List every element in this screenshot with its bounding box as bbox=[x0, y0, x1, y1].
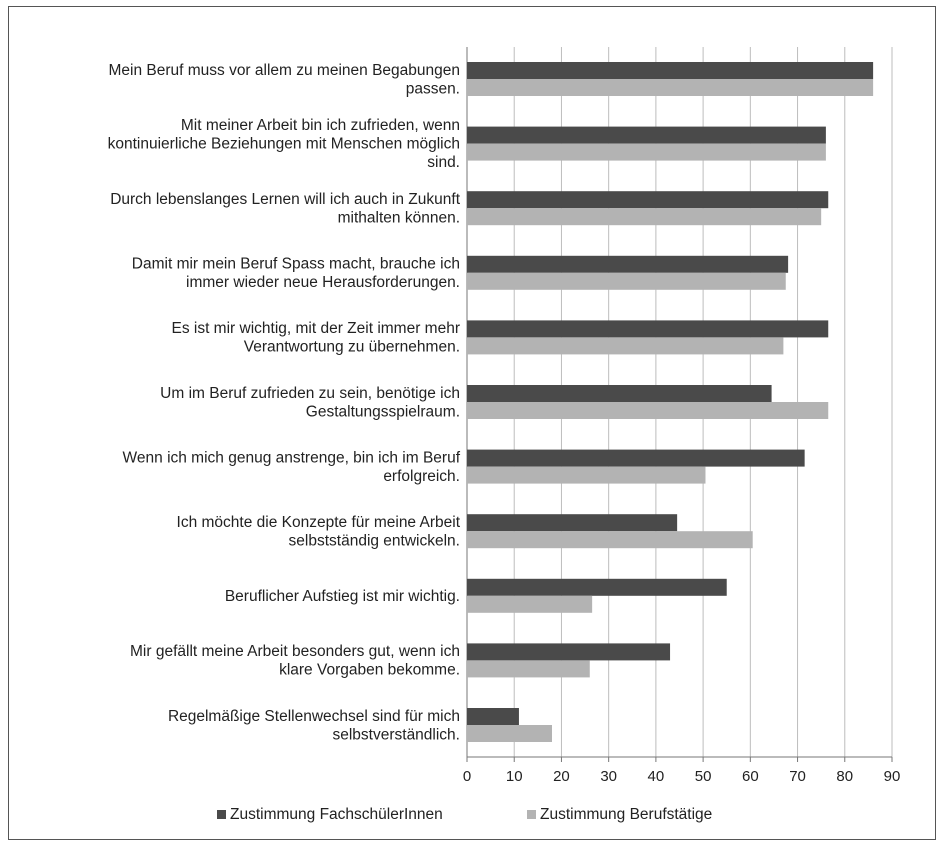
bar-berufstaetige bbox=[467, 531, 753, 549]
category-label: Mein Beruf muss vor allem zu meinen Bega… bbox=[108, 62, 460, 98]
x-tick-label: 30 bbox=[600, 768, 617, 785]
chart-frame: Mein Beruf muss vor allem zu meinen Bega… bbox=[8, 6, 936, 840]
bar-fachschuelerinnen bbox=[467, 191, 829, 209]
bar-berufstaetige bbox=[467, 466, 706, 484]
bar-berufstaetige bbox=[467, 660, 590, 678]
x-tick-label: 10 bbox=[506, 768, 523, 785]
legend: Zustimmung FachschülerInnen Zustimmung Be… bbox=[217, 806, 712, 823]
x-tick-label: 0 bbox=[463, 768, 471, 785]
category-label: Mir gefällt meine Arbeit besonders gut, … bbox=[130, 643, 460, 679]
bar-fachschuelerinnen bbox=[467, 514, 678, 532]
bar-fachschuelerinnen bbox=[467, 320, 829, 338]
category-label: Damit mir mein Beruf Spass macht, brauch… bbox=[132, 256, 460, 292]
category-label: Es ist mir wichtig, mit der Zeit immer m… bbox=[171, 320, 460, 356]
bar-berufstaetige bbox=[467, 208, 822, 226]
bar-berufstaetige bbox=[467, 272, 786, 290]
category-label: Beruflicher Aufstieg ist mir wichtig. bbox=[225, 588, 460, 605]
legend-swatch bbox=[527, 810, 536, 819]
x-tick-label: 90 bbox=[884, 768, 901, 785]
x-tick-label: 80 bbox=[836, 768, 853, 785]
category-label: Regelmäßige Stellenwechsel sind für mich… bbox=[168, 708, 460, 744]
bar-fachschuelerinnen bbox=[467, 643, 671, 661]
x-tick-label: 40 bbox=[648, 768, 665, 785]
bar-fachschuelerinnen bbox=[467, 255, 789, 273]
bar-fachschuelerinnen bbox=[467, 62, 874, 79]
bar-berufstaetige bbox=[467, 595, 593, 613]
legend-label: Zustimmung Berufstätige bbox=[540, 806, 712, 823]
bar-fachschuelerinnen bbox=[467, 385, 772, 402]
bar-fachschuelerinnen bbox=[467, 578, 727, 596]
bar-chart: Mein Beruf muss vor allem zu meinen Bega… bbox=[108, 47, 901, 823]
category-label: Ich möchte die Konzepte für meine Arbeit… bbox=[177, 514, 461, 550]
category-label: Durch lebenslanges Lernen will ich auch … bbox=[110, 191, 461, 227]
legend-swatch bbox=[217, 810, 226, 819]
bar-fachschuelerinnen bbox=[467, 449, 805, 467]
bar-berufstaetige bbox=[467, 79, 874, 96]
legend-label: Zustimmung FachschülerInnen bbox=[230, 806, 443, 823]
bars bbox=[467, 62, 874, 742]
x-tick-label: 20 bbox=[553, 768, 570, 785]
bar-berufstaetige bbox=[467, 725, 552, 742]
x-tick-label: 60 bbox=[742, 768, 759, 785]
category-label: Wenn ich mich genug anstrenge, bin ich i… bbox=[123, 449, 461, 485]
bar-fachschuelerinnen bbox=[467, 126, 826, 144]
bar-berufstaetige bbox=[467, 337, 784, 355]
bar-fachschuelerinnen bbox=[467, 708, 519, 725]
category-labels: Mein Beruf muss vor allem zu meinen Bega… bbox=[108, 62, 461, 744]
x-tick-label: 70 bbox=[789, 768, 806, 785]
category-label: Mit meiner Arbeit bin ich zufrieden, wen… bbox=[108, 117, 460, 171]
bar-berufstaetige bbox=[467, 143, 826, 161]
bar-berufstaetige bbox=[467, 402, 829, 419]
category-label: Um im Beruf zufrieden zu sein, benötige … bbox=[160, 385, 460, 421]
x-tick-label: 50 bbox=[695, 768, 712, 785]
x-axis: 0 10 20 30 40 50 60 70 80 90 bbox=[463, 756, 901, 785]
